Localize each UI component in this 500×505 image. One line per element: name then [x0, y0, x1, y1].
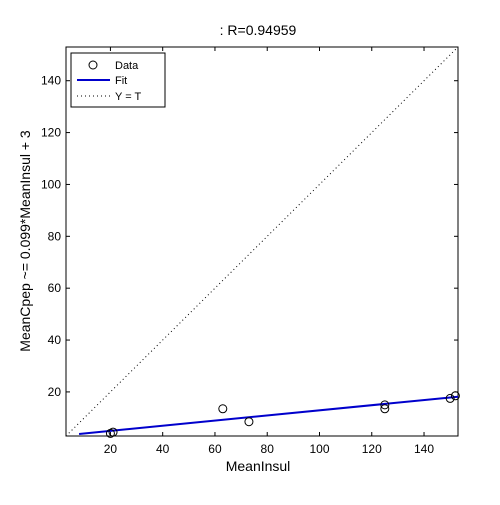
- data-point: [218, 404, 228, 414]
- y-tick-label: 120: [41, 126, 61, 140]
- x-tick-label: 60: [208, 442, 222, 456]
- x-tick-label: 40: [156, 442, 170, 456]
- identity-line: [65, 46, 459, 437]
- y-axis-label: MeanCpep ~= 0.099*MeanInsul + 3: [17, 130, 33, 352]
- y-tick-label: 140: [41, 74, 61, 88]
- data-point: [380, 404, 390, 414]
- legend-entry: Data: [115, 60, 139, 72]
- axes-box: [65, 46, 459, 437]
- y-tick-label: 40: [48, 333, 62, 347]
- x-tick-label: 120: [362, 442, 382, 456]
- y-tick-label: 20: [48, 385, 62, 399]
- x-axis-label: MeanInsul: [226, 458, 291, 474]
- data-point: [244, 417, 254, 427]
- x-tick-label: 20: [104, 442, 118, 456]
- x-tick-label: 140: [414, 442, 434, 456]
- x-tick-label: 80: [261, 442, 275, 456]
- legend-entry: Fit: [115, 75, 127, 87]
- y-tick-label: 80: [48, 229, 62, 243]
- x-tick-label: 100: [309, 442, 329, 456]
- legend: Data Fit Y = T: [70, 52, 166, 108]
- data-point: [445, 393, 455, 403]
- y-tick-label: 100: [41, 177, 61, 191]
- fit-line: [78, 395, 459, 435]
- legend-entry: Y = T: [115, 91, 141, 103]
- data-point: [380, 400, 390, 410]
- data-point: [450, 391, 460, 401]
- plot-area: 20 40 60 80 100 120 140 20 40 60 80 100 120 140: [41, 46, 460, 456]
- chart-title: : R=0.94959: [220, 22, 297, 38]
- legend-data-marker: [88, 60, 98, 70]
- data-point: [108, 427, 118, 437]
- y-tick-label: 60: [48, 281, 62, 295]
